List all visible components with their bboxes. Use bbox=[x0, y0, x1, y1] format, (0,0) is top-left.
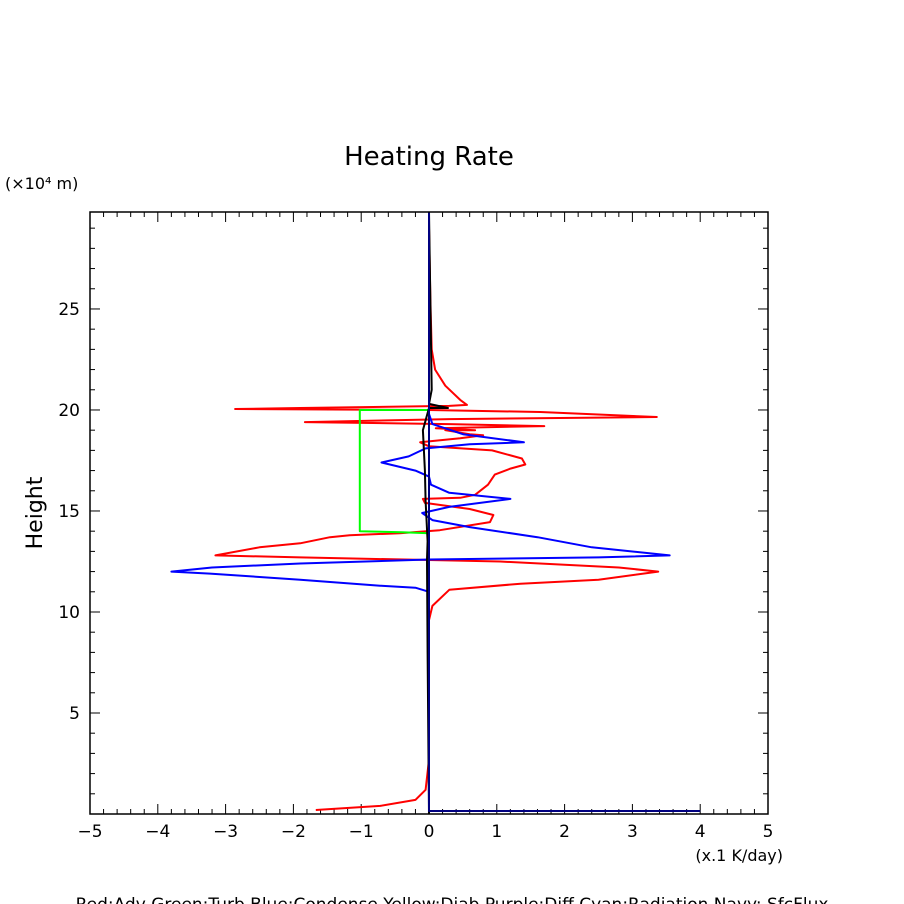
y-tick-label: 15 bbox=[58, 502, 80, 522]
x-tick-label: −5 bbox=[77, 822, 102, 842]
x-tick-label: −4 bbox=[145, 822, 170, 842]
chart-title: Heating Rate bbox=[344, 142, 514, 172]
x-tick-label: 1 bbox=[491, 822, 502, 842]
y-tick-label: 10 bbox=[58, 603, 80, 623]
series-line-adv bbox=[214, 228, 660, 811]
x-tick-label: 3 bbox=[627, 822, 638, 842]
y-tick-label: 20 bbox=[58, 401, 80, 421]
y-tick-label: 25 bbox=[58, 300, 80, 320]
x-tick-label: −2 bbox=[281, 822, 306, 842]
y-tick-label: 5 bbox=[69, 704, 80, 724]
series-line-turb bbox=[358, 409, 430, 535]
series-line-diab bbox=[421, 211, 449, 815]
series-line-sfcflux bbox=[428, 212, 701, 812]
x-tick-label: −3 bbox=[213, 822, 238, 842]
x-tick-label: −1 bbox=[349, 822, 374, 842]
plot-frame bbox=[89, 211, 769, 815]
x-unit-label: (x.1 K/day) bbox=[695, 846, 783, 865]
series-line-condense bbox=[170, 212, 671, 814]
x-tick-label: 4 bbox=[695, 822, 706, 842]
x-tick-label: 0 bbox=[424, 822, 435, 842]
legend-text: Red:Adv Green:Turb Blue:Condense Yellow:… bbox=[76, 895, 829, 904]
y-axis-label: Height bbox=[23, 476, 48, 549]
x-tick-label: 5 bbox=[763, 822, 774, 842]
y-unit-label: (×10⁴ m) bbox=[5, 174, 78, 193]
x-tick-label: 2 bbox=[559, 822, 570, 842]
